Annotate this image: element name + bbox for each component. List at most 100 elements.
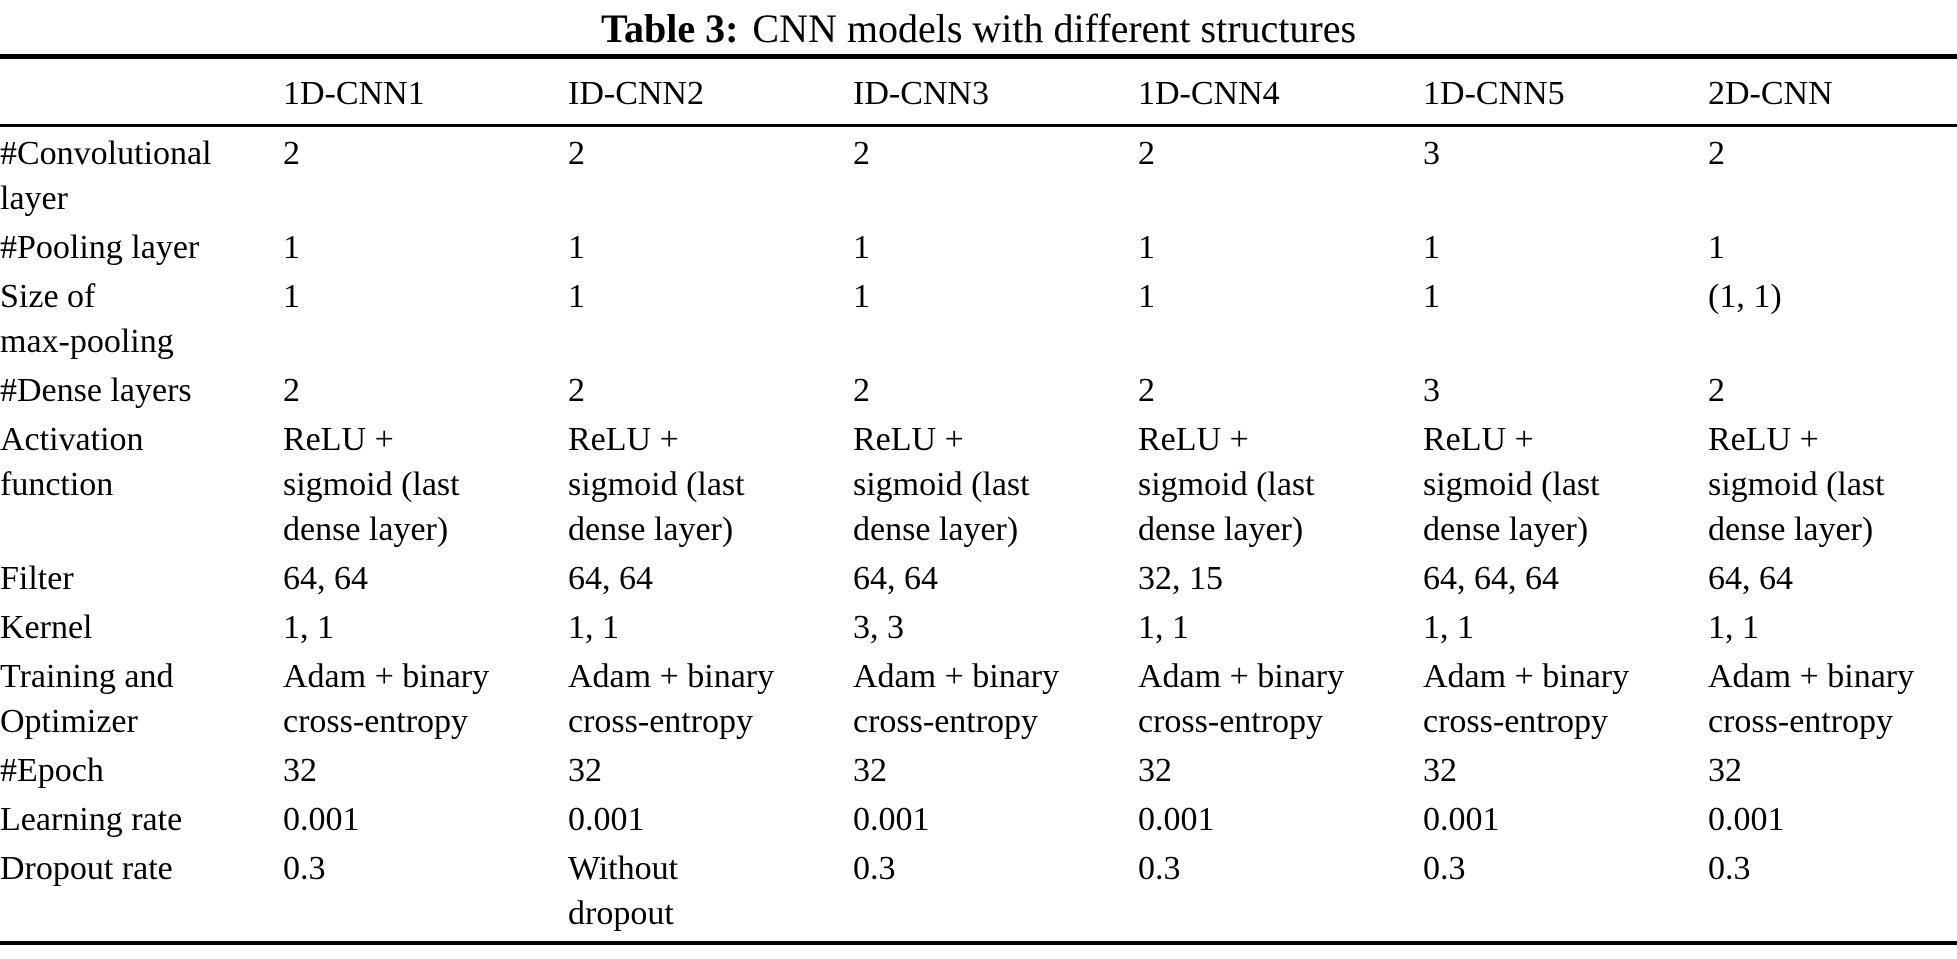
- table-cell: 1, 1: [1423, 609, 1474, 646]
- table-cell: 0.3: [1138, 850, 1181, 887]
- row-label: Learning rate: [0, 801, 183, 838]
- row-label: #Pooling layer: [0, 229, 200, 266]
- table-cell: (1, 1): [1708, 278, 1782, 315]
- table-row: Training and Optimizer Adam + binary cros…: [0, 650, 1957, 744]
- table-cell: 32: [283, 752, 317, 789]
- table-cell: ReLU + sigmoid (last dense layer): [1708, 421, 1885, 548]
- table-cell: 1, 1: [1138, 609, 1189, 646]
- column-header: 1D-CNN1: [283, 56, 568, 127]
- table-cell: 3: [1423, 372, 1440, 409]
- table-cell: 2: [1138, 135, 1155, 172]
- table-cell: 1: [853, 278, 870, 315]
- table-cell: ReLU + sigmoid (last dense layer): [283, 421, 460, 548]
- table-cell: ReLU + sigmoid (last dense layer): [1138, 421, 1315, 548]
- table-cell: 2: [568, 135, 585, 172]
- table-cell: ReLU + sigmoid (last dense layer): [1423, 421, 1600, 548]
- table-cell: 1: [568, 229, 585, 266]
- table-cell: ReLU + sigmoid (last dense layer): [568, 421, 745, 548]
- table-cell: 64, 64: [853, 560, 938, 597]
- table-row: #Epoch 32 32 32 32 32 32: [0, 744, 1957, 793]
- table-cell: 2: [853, 135, 870, 172]
- table-cell: 1: [1708, 229, 1725, 266]
- table-cell: 64, 64: [568, 560, 653, 597]
- row-label: Filter: [0, 560, 74, 597]
- header-row: 1D-CNN1 ID-CNN2 ID-CNN3 1D-CNN4 1D-CNN5 2D-CN…: [0, 56, 1957, 127]
- table-cell: 64, 64: [283, 560, 368, 597]
- table-cell: 64, 64: [1708, 560, 1793, 597]
- table-cell: 1: [1423, 229, 1440, 266]
- table-body: #Convolutional layer 2 2 2 2 3 2 #Pooling layer…: [0, 126, 1957, 944]
- column-header: 1D-CNN5: [1423, 56, 1708, 127]
- table-cell: 0.001: [1138, 801, 1215, 838]
- table-row: Learning rate 0.001 0.001 0.001 0.001 0.001 0.…: [0, 793, 1957, 842]
- column-header: 2D-CNN: [1708, 56, 1957, 127]
- table-row: Filter 64, 64 64, 64 64, 64 32, 15 64, 64, 64…: [0, 552, 1957, 601]
- table-cell: Adam + binary cross-entropy: [1708, 658, 1915, 740]
- table-cell: 2: [853, 372, 870, 409]
- table-row: Size of max-pooling 1 1 1 1 1 (1, 1): [0, 270, 1957, 364]
- table-cell: 0.3: [1708, 850, 1751, 887]
- table-cell: Without dropout: [568, 850, 679, 932]
- table-cell: 32: [853, 752, 887, 789]
- table-cell: 1, 1: [283, 609, 334, 646]
- row-label: #Convolutional layer: [0, 135, 212, 217]
- row-label-header: [0, 56, 283, 127]
- table-row: #Convolutional layer 2 2 2 2 3 2: [0, 126, 1957, 222]
- row-label: Activation function: [0, 421, 144, 503]
- table-row: #Dense layers 2 2 2 2 3 2: [0, 364, 1957, 413]
- table-row: Dropout rate 0.3 Without dropout 0.3 0.3 0.3 0…: [0, 842, 1957, 943]
- table-cell: 0.001: [283, 801, 360, 838]
- table-cell: 1: [853, 229, 870, 266]
- table-cell: 3, 3: [853, 609, 904, 646]
- table-cell: 1: [283, 278, 300, 315]
- table-cell: 1: [283, 229, 300, 266]
- table-cell: 1, 1: [1708, 609, 1759, 646]
- row-label: #Epoch: [0, 752, 104, 789]
- table-cell: 0.001: [568, 801, 645, 838]
- table-cell: 0.001: [853, 801, 930, 838]
- table-cell: 1: [1138, 229, 1155, 266]
- table-row: Activation function ReLU + sigmoid (last …: [0, 413, 1957, 552]
- table-cell: 32: [1708, 752, 1742, 789]
- table-cell: 2: [1708, 135, 1725, 172]
- table-cell: 3: [1423, 135, 1440, 172]
- row-label: Dropout rate: [0, 850, 173, 887]
- table-cell: 0.3: [853, 850, 896, 887]
- table-cell: 32: [1423, 752, 1457, 789]
- table-cell: 2: [1138, 372, 1155, 409]
- table-cell: 32: [568, 752, 602, 789]
- table-cell: Adam + binary cross-entropy: [568, 658, 775, 740]
- table-cell: 0.3: [283, 850, 326, 887]
- table-cell: 32, 15: [1138, 560, 1223, 597]
- table-caption-text: CNN models with different structures: [752, 6, 1357, 51]
- column-header: 1D-CNN4: [1138, 56, 1423, 127]
- table-cell: 1, 1: [568, 609, 619, 646]
- table-cell: 1: [1423, 278, 1440, 315]
- table-cell: 0.3: [1423, 850, 1466, 887]
- row-label: #Dense layers: [0, 372, 192, 409]
- column-header: ID-CNN2: [568, 56, 853, 127]
- table-caption: Table 3: CNN models with different struct…: [0, 0, 1957, 52]
- row-label: Kernel: [0, 609, 93, 646]
- table-cell: 2: [283, 135, 300, 172]
- table-cell: Adam + binary cross-entropy: [1423, 658, 1630, 740]
- table-cell: 0.001: [1708, 801, 1785, 838]
- table-cell: 2: [283, 372, 300, 409]
- cnn-models-table: 1D-CNN1 ID-CNN2 ID-CNN3 1D-CNN4 1D-CNN5 2D-CN…: [0, 54, 1957, 945]
- table-cell: 2: [1708, 372, 1725, 409]
- table-row: #Pooling layer 1 1 1 1 1 1: [0, 221, 1957, 270]
- table-cell: Adam + binary cross-entropy: [1138, 658, 1345, 740]
- table-cell: Adam + binary cross-entropy: [283, 658, 490, 740]
- table-cell: 64, 64, 64: [1423, 560, 1559, 597]
- column-header: ID-CNN3: [853, 56, 1138, 127]
- row-label: Training and Optimizer: [0, 658, 174, 740]
- row-label: Size of max-pooling: [0, 278, 174, 360]
- table-cell: ReLU + sigmoid (last dense layer): [853, 421, 1030, 548]
- table-cell: 0.001: [1423, 801, 1500, 838]
- table-cell: 32: [1138, 752, 1172, 789]
- table-cell: 1: [568, 278, 585, 315]
- table-cell: Adam + binary cross-entropy: [853, 658, 1060, 740]
- table-cell: 2: [568, 372, 585, 409]
- table-row: Kernel 1, 1 1, 1 3, 3 1, 1 1, 1 1, 1: [0, 601, 1957, 650]
